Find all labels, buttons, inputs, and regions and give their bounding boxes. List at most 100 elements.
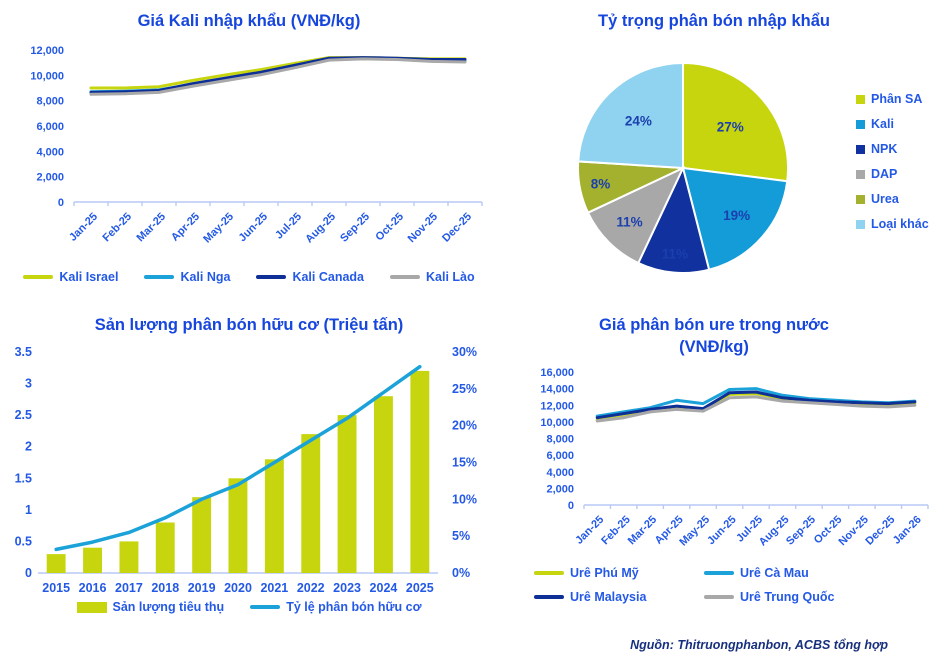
legend-swatch-kali-lao	[390, 275, 421, 279]
right-y-tick-label: 0%	[452, 566, 470, 580]
y-tick-label: 0	[568, 500, 574, 512]
x-tick-label: Jan-26	[891, 514, 924, 547]
y-tick-label: 10,000	[30, 70, 64, 82]
y-tick-label: 2,000	[546, 483, 574, 495]
legend-item-phan-sa: Phân SA	[856, 92, 929, 106]
left-y-tick-label: 2.5	[15, 408, 32, 422]
pie-slice-value-urea: 8%	[591, 177, 611, 192]
organic-fertilizer-combo-chart: 0 0.5 1 1.5 2 2.5 3 3.5 0% 5% 10% 15% 20% 25% 30% 2015 2…	[15, 345, 477, 595]
x-tick-label: 2016	[79, 581, 107, 595]
legend-label: Kali Israel	[59, 270, 119, 284]
pie-slice-value-kali: 19%	[723, 208, 750, 223]
x-tick-label: Dec-25	[863, 514, 897, 548]
y-tick-label: 6,000	[546, 450, 574, 462]
x-tick-label: 2020	[224, 581, 252, 595]
bar-2025	[410, 370, 430, 573]
x-tick-label: Apr-25	[169, 211, 202, 244]
legend-label: Kali Nga	[180, 270, 231, 284]
legend-label: Kali Lào	[426, 270, 475, 284]
organic-fertilizer-title: Sản lượng phân bón hữu cơ (Triệu tấn)	[94, 316, 404, 334]
x-tick-label: 2018	[151, 581, 179, 595]
urea-domestic-line-chart: 0 2,000 4,000 6,000 8,000 10,000 12,000 14,000 1…	[540, 367, 929, 549]
kali-import-legend: Kali Israel Kali Nga Kali Canada Kali Lào	[8, 270, 490, 284]
right-y-tick-label: 10%	[452, 492, 477, 506]
organic-fertilizer-legend: Sản lượng tiêu thụ Tỷ lệ phân bón hữu cơ	[8, 600, 490, 614]
pie-slice-phan-sa	[682, 61, 789, 183]
legend-swatch-ty-le-phan-bon-huu-co	[250, 605, 281, 609]
y-tick-label: 0	[58, 197, 64, 209]
pie-slice-value-loai-khac: 24%	[625, 114, 652, 129]
bar-2017	[119, 541, 139, 573]
legend-label: Phân SA	[871, 92, 923, 106]
right-y-tick-label: 30%	[452, 345, 477, 359]
legend-label: Kali Canada	[292, 270, 365, 284]
legend-label: Urê Phú Mỹ	[570, 566, 639, 580]
x-tick-label: May-25	[677, 514, 712, 549]
legend-label: DAP	[871, 167, 898, 181]
x-tick-label: Jun-25	[237, 211, 271, 245]
bar-2019	[192, 497, 212, 573]
legend-swatch-ure-trung-quoc	[704, 595, 734, 599]
legend-swatch-ure-ca-mau	[704, 571, 734, 575]
y-tick-label: 12,000	[540, 400, 574, 412]
legend-label: Sản lượng tiêu thụ	[112, 600, 225, 614]
legend-label: Loại khác	[871, 217, 929, 231]
x-tick-label: Jul-25	[273, 211, 304, 242]
legend-swatch-kali-israel	[23, 275, 54, 279]
pie-slice-value-phan-sa: 27%	[717, 119, 744, 134]
x-tick-label: Sep-25	[784, 514, 818, 548]
left-y-tick-label: 3.5	[15, 345, 32, 359]
left-y-tick-label: 0	[25, 566, 32, 580]
bar-2018	[155, 522, 175, 573]
x-tick-label: 2017	[115, 581, 143, 595]
pie-slice-value-dap: 11%	[616, 215, 642, 230]
legend-item-kali-lao: Kali Lào	[390, 270, 475, 284]
left-y-tick-label: 2	[25, 440, 32, 454]
panel-organic-fertilizer-chart: Sản lượng phân bón hữu cơ (Triệu tấn) 0 0…	[8, 308, 490, 656]
legend-swatch-urea	[856, 194, 865, 204]
y-tick-label: 6,000	[36, 121, 64, 133]
legend-label: Urê Malaysia	[570, 590, 647, 604]
left-y-tick-label: 3	[25, 377, 32, 391]
right-y-tick-label: 5%	[452, 529, 470, 543]
legend-swatch-san-luong-tieu-thu	[76, 601, 107, 613]
x-tick-label: Aug-25	[303, 211, 338, 246]
urea-domestic-title: Giá phân bón ure trong nước (VNĐ/kg)	[599, 316, 829, 356]
series-line-kali-lao	[89, 57, 467, 96]
legend-item-ure-malaysia: Urê Malaysia	[534, 590, 704, 604]
bar-2020	[228, 478, 248, 573]
bar-2022	[301, 434, 321, 573]
left-y-tick-label: 1	[25, 503, 32, 517]
panel-import-share-pie: Tỷ trọng phân bón nhập khẩu 27% 19% 11% 11%…	[490, 4, 938, 306]
y-tick-label: 10,000	[540, 417, 574, 429]
bar-2015	[46, 554, 66, 573]
right-y-tick-label: 20%	[452, 419, 477, 433]
x-tick-label: Mar-25	[135, 211, 169, 245]
y-tick-label: 12,000	[30, 45, 64, 57]
legend-item-dap: DAP	[856, 167, 929, 181]
x-tick-label: 2022	[297, 581, 325, 595]
right-y-tick-label: 25%	[452, 382, 477, 396]
series-line-ure-malaysia	[595, 390, 917, 420]
right-y-tick-label: 15%	[452, 456, 477, 470]
legend-swatch-kali	[856, 119, 865, 129]
legend-label: Tỷ lệ phân bón hữu cơ	[286, 600, 422, 614]
legend-item-urea: Urea	[856, 192, 929, 206]
x-tick-label: Jun-25	[705, 514, 739, 548]
legend-item-ure-trung-quoc: Urê Trung Quốc	[704, 590, 894, 604]
legend-label: Urê Cà Mau	[740, 566, 809, 580]
source-note: Nguồn: Thitruongphanbon, ACBS tổng hợp	[630, 638, 888, 652]
x-tick-label: 2025	[406, 581, 434, 595]
x-tick-label: Feb-25	[101, 211, 135, 245]
legend-swatch-phan-sa	[856, 94, 865, 104]
legend-label: Kali	[871, 117, 894, 131]
legend-item-ty-le-phan-bon-huu-co: Tỷ lệ phân bón hữu cơ	[250, 600, 422, 614]
x-tick-label: Oct-25	[373, 211, 406, 244]
x-tick-label: 2021	[260, 581, 288, 595]
import-share-pie-chart: 27% 19% 11% 11% 8% 24%	[576, 61, 789, 274]
x-tick-label: May-25	[201, 211, 236, 246]
legend-item-san-luong-tieu-thu: Sản lượng tiêu thụ	[76, 600, 225, 614]
series-line-kali-israel	[89, 56, 467, 90]
y-tick-label: 8,000	[36, 96, 64, 108]
